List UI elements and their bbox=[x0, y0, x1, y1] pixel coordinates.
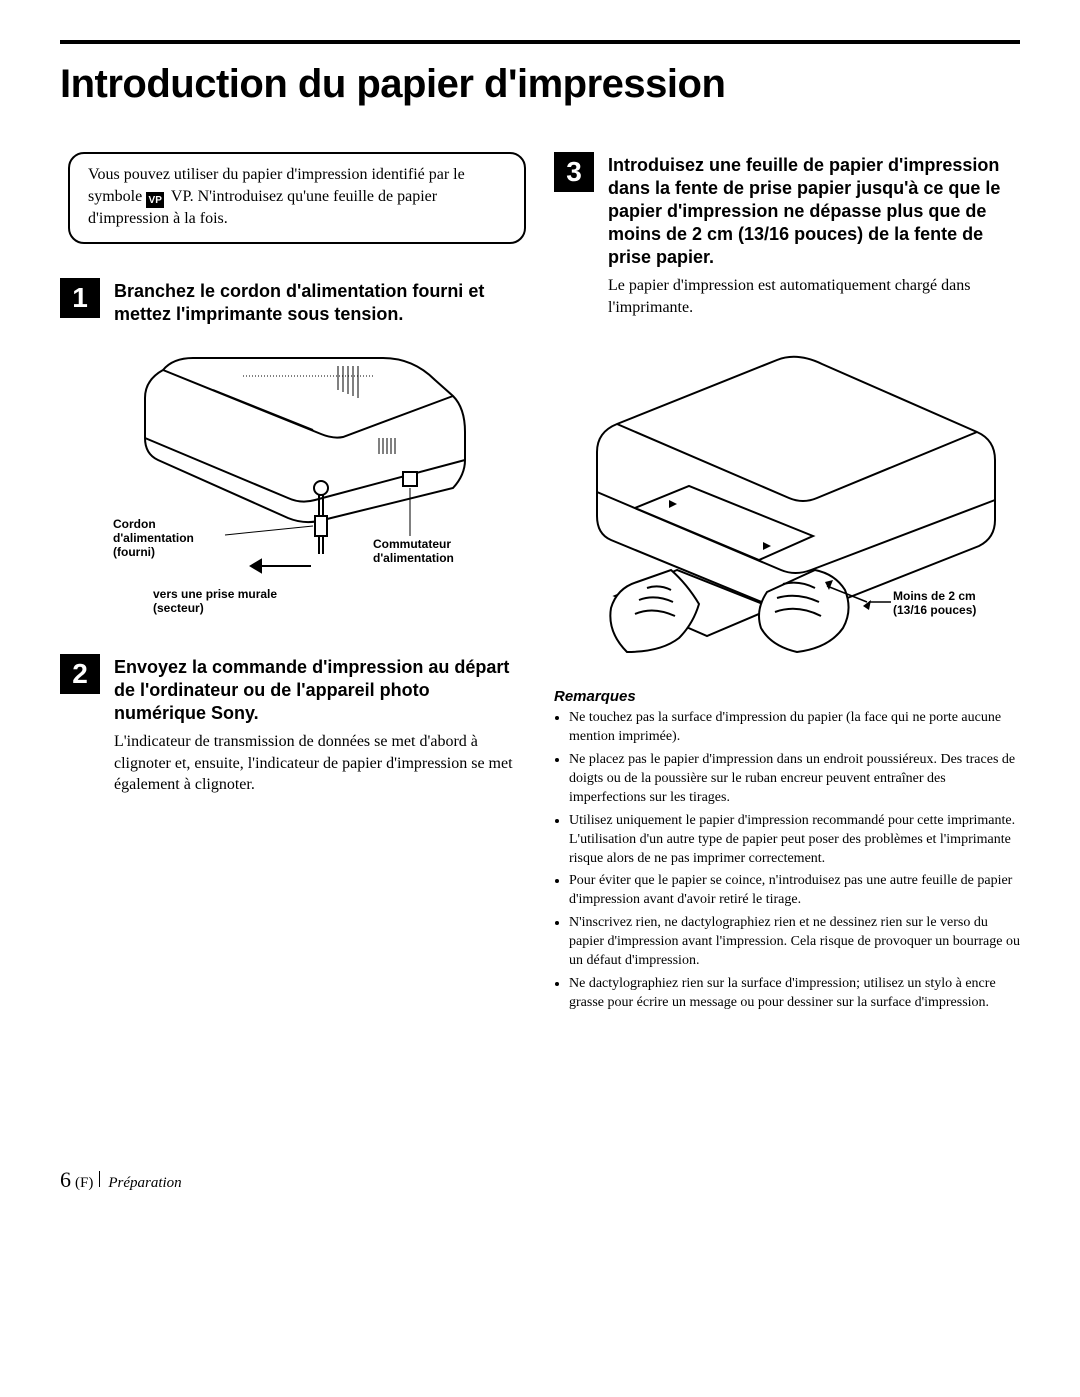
step-1-title: Branchez le cordon d'alimentation fourni… bbox=[114, 278, 526, 326]
fig1-label-cord-line1: Cordon bbox=[113, 517, 156, 531]
remark-item: Ne placez pas le papier d'impression dan… bbox=[569, 751, 1020, 808]
figure-2-paper-insert: Moins de 2 cm (13/16 pouces) bbox=[554, 332, 1020, 662]
step-2-body: L'indicateur de transmission de données … bbox=[114, 731, 526, 796]
vp-icon: VP bbox=[146, 192, 164, 208]
remark-item: Utilisez uniquement le papier d'impressi… bbox=[569, 812, 1020, 869]
step-3: 3 Introduisez une feuille de papier d'im… bbox=[554, 152, 1020, 662]
remark-item: Pour éviter que le papier se coince, n'i… bbox=[569, 872, 1020, 910]
step-3-number: 3 bbox=[554, 152, 594, 192]
remarks-heading: Remarques bbox=[554, 688, 1020, 705]
step-2: 2 Envoyez la commande d'impression au dé… bbox=[60, 654, 526, 796]
page-number: 6 bbox=[60, 1167, 71, 1193]
remark-item: Ne touchez pas la surface d'impression d… bbox=[569, 709, 1020, 747]
page-title: Introduction du papier d'impression bbox=[60, 40, 1020, 107]
fig1-label-switch-line1: Commutateur bbox=[373, 537, 451, 551]
left-column: Vous pouvez utiliser du papier d'impress… bbox=[60, 152, 526, 1017]
step-1-number: 1 bbox=[60, 278, 100, 318]
footer-section: Préparation bbox=[108, 1175, 181, 1192]
step-1: 1 Branchez le cordon d'alimentation four… bbox=[60, 278, 526, 630]
fig1-label-wall-line2: (secteur) bbox=[153, 601, 204, 615]
content-columns: Vous pouvez utiliser du papier d'impress… bbox=[60, 152, 1020, 1017]
step-2-number: 2 bbox=[60, 654, 100, 694]
fig1-label-cord-line2: d'alimentation bbox=[113, 531, 194, 545]
intro-box: Vous pouvez utiliser du papier d'impress… bbox=[68, 152, 526, 244]
footer-lang: (F) bbox=[75, 1175, 93, 1192]
remark-item: Ne dactylographiez rien sur la surface d… bbox=[569, 975, 1020, 1013]
remarks-list: Ne touchez pas la surface d'impression d… bbox=[554, 709, 1020, 1012]
fig2-label-dist-line1: Moins de 2 cm bbox=[893, 589, 976, 603]
fig2-label-dist-line2: (13/16 pouces) bbox=[893, 603, 976, 617]
fig1-label-cord-line3: (fourni) bbox=[113, 545, 155, 559]
right-column: 3 Introduisez une feuille de papier d'im… bbox=[554, 152, 1020, 1017]
fig1-label-wall-line1: vers une prise murale bbox=[153, 587, 277, 601]
footer-separator bbox=[99, 1171, 100, 1187]
figure-1-printer-power: Cordon d'alimentation (fourni) Commutate… bbox=[60, 340, 526, 630]
remark-item: N'inscrivez rien, ne dactylographiez rie… bbox=[569, 914, 1020, 971]
step-3-title: Introduisez une feuille de papier d'impr… bbox=[608, 152, 1020, 269]
step-3-body: Le papier d'impression est automatiqueme… bbox=[608, 275, 1020, 318]
page-footer: 6 (F) Préparation bbox=[60, 1167, 1020, 1193]
fig1-label-switch-line2: d'alimentation bbox=[373, 551, 454, 565]
step-2-title: Envoyez la commande d'impression au dépa… bbox=[114, 654, 526, 725]
